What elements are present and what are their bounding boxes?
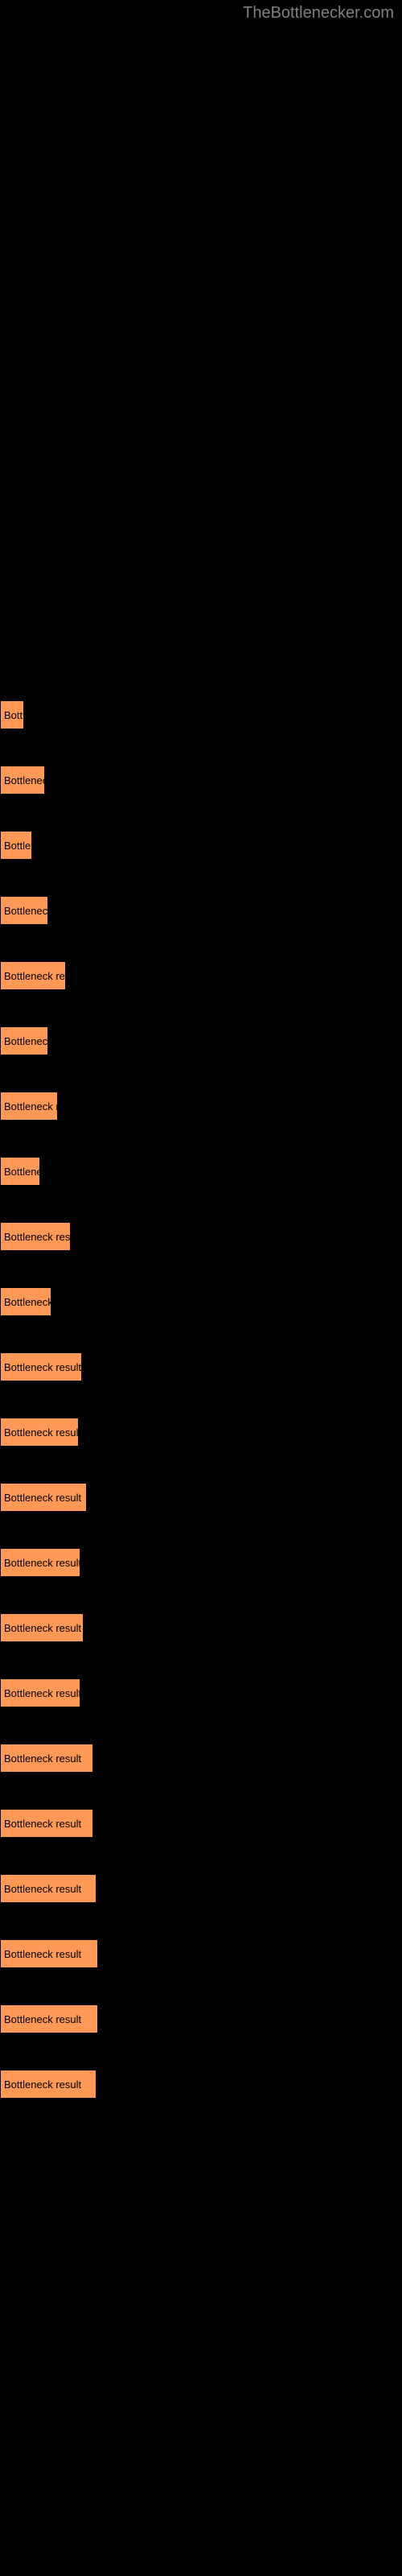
bar-row: Bottlenec	[0, 766, 402, 795]
bar-label: Bottleneck	[4, 1296, 51, 1308]
bar-row: Bottleneck result	[0, 1809, 402, 1838]
bar-row: Bottleneck	[0, 896, 402, 925]
bar: Bottleneck result	[0, 1874, 96, 1903]
bar: Bottleneck	[0, 1287, 51, 1316]
bar: Bottleneck r	[0, 1092, 58, 1121]
bar: Bottlenec	[0, 766, 45, 795]
bar-label: Bottleneck result	[4, 1426, 79, 1439]
bar-label: Bott	[4, 709, 23, 721]
bar-row: Bottleneck result	[0, 1613, 402, 1642]
bar: Bottleneck result	[0, 1613, 84, 1642]
bar-label: Bottleneck result	[4, 1948, 81, 1960]
bar: Bottleneck result	[0, 1678, 80, 1707]
bar: Bottleneck result	[0, 1352, 82, 1381]
bar-label: Bottleneck result	[4, 1557, 80, 1569]
bar-row: Bottleneck resu	[0, 1222, 402, 1251]
bar-label: Bottleneck result	[4, 2079, 81, 2091]
bar-label: Bottleneck result	[4, 1883, 81, 1895]
bar-row: Bottleneck	[0, 1287, 402, 1316]
bar-label: Bottlene	[4, 1166, 40, 1178]
bar-row: Bottleneck res	[0, 961, 402, 990]
bar: Bottleneck result	[0, 1809, 93, 1838]
bar: Bottleneck resu	[0, 1222, 71, 1251]
bar-row: Bottleneck result	[0, 1352, 402, 1381]
bar-row: Bottleneck result	[0, 1483, 402, 1512]
watermark-text: TheBottlenecker.com	[243, 4, 394, 23]
bar-label: Bottleneck result	[4, 1622, 81, 1634]
bar: Bottleneck result	[0, 1939, 98, 1968]
bar-row: Bottlene	[0, 1157, 402, 1186]
bar-row: Bottleneck result	[0, 1678, 402, 1707]
bar-label: Bottleneck	[4, 1035, 48, 1047]
bar-row: Bottleneck result	[0, 2070, 402, 2099]
bar-row: Bottle	[0, 831, 402, 860]
bar: Bottle	[0, 831, 32, 860]
bar: Bottlene	[0, 1157, 40, 1186]
bar-row: Bottleneck result	[0, 1874, 402, 1903]
bar-row: Bottleneck result	[0, 2004, 402, 2033]
bar: Bottleneck	[0, 896, 48, 925]
bar-label: Bottleneck result	[4, 1492, 81, 1504]
bar: Bottleneck res	[0, 961, 66, 990]
bar-label: Bottleneck	[4, 905, 48, 917]
bar-row: Bott	[0, 700, 402, 729]
bar-label: Bottleneck result	[4, 2013, 81, 2025]
bar-row: Bottleneck result	[0, 1418, 402, 1447]
bar-label: Bottleneck result	[4, 1687, 80, 1699]
bar-row: Bottleneck result	[0, 1744, 402, 1773]
bar-label: Bottleneck res	[4, 970, 66, 982]
bar-label: Bottleneck result	[4, 1818, 81, 1830]
bar: Bottleneck result	[0, 1418, 79, 1447]
bar: Bottleneck result	[0, 1483, 87, 1512]
bar: Bottleneck result	[0, 1548, 80, 1577]
bar-label: Bottlenec	[4, 774, 45, 786]
bar: Bottleneck result	[0, 1744, 93, 1773]
bar-row: Bottleneck result	[0, 1939, 402, 1968]
bar-row: Bottleneck	[0, 1026, 402, 1055]
bar: Bottleneck result	[0, 2004, 98, 2033]
bar-row: Bottleneck result	[0, 1548, 402, 1577]
bar-label: Bottleneck result	[4, 1361, 81, 1373]
bar-label: Bottleneck r	[4, 1100, 58, 1113]
bar-label: Bottle	[4, 840, 31, 852]
bar-label: Bottleneck resu	[4, 1231, 71, 1243]
bar: Bottleneck	[0, 1026, 48, 1055]
bar-label: Bottleneck result	[4, 1752, 81, 1765]
bar: Bott	[0, 700, 24, 729]
bar: Bottleneck result	[0, 2070, 96, 2099]
bar-chart: Bott Bottlenec Bottle Bottleneck Bottleneck …	[0, 0, 402, 2099]
bar-row: Bottleneck r	[0, 1092, 402, 1121]
